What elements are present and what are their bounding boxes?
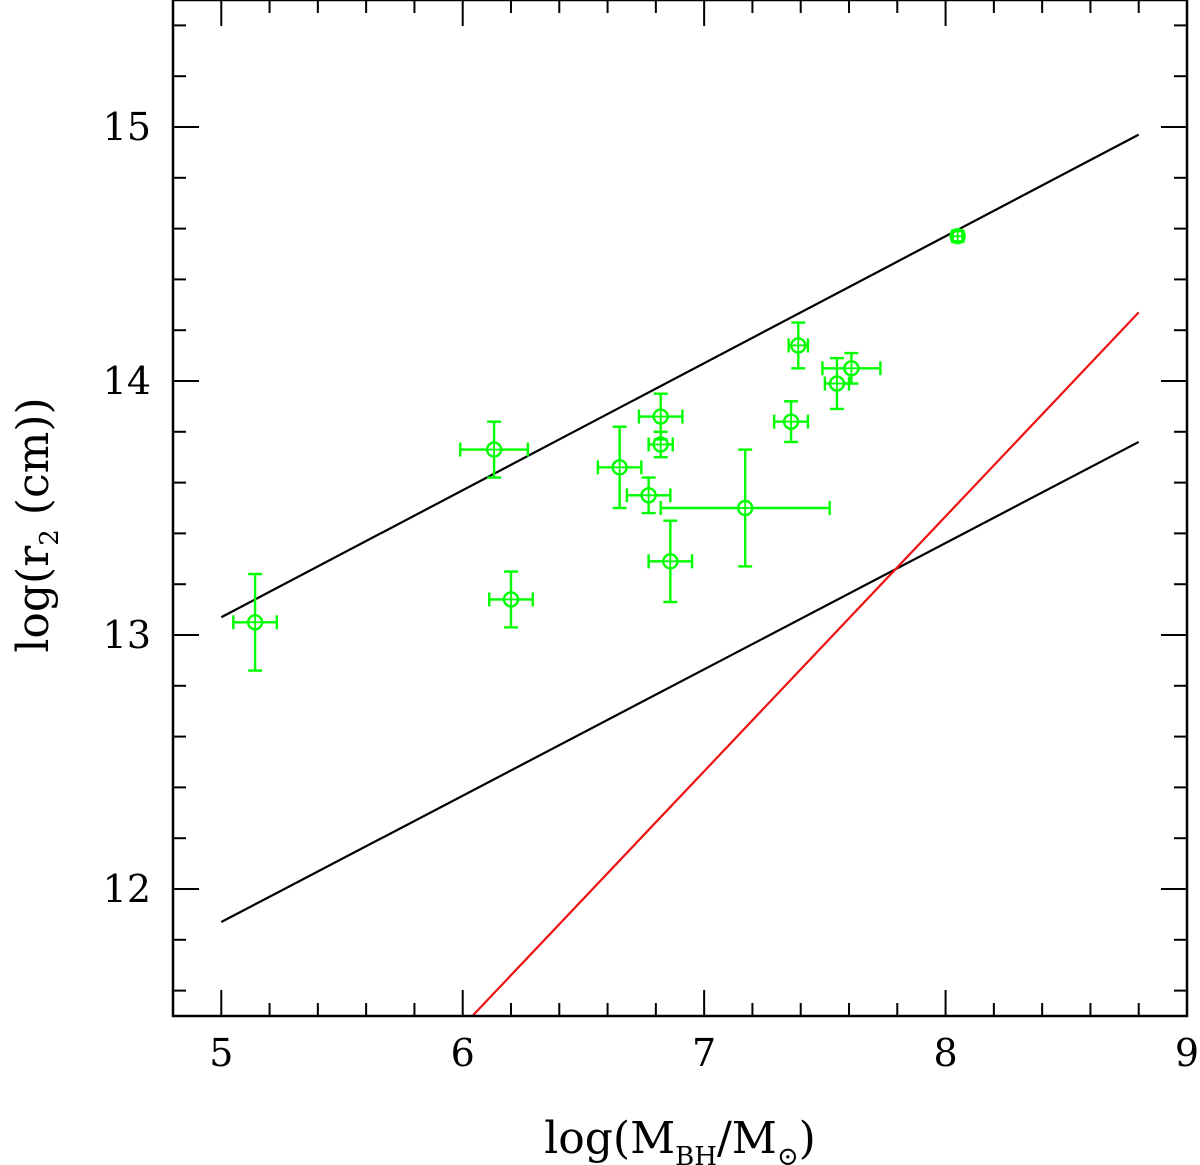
y-axis-label: log(r2 (cm)) bbox=[8, 397, 65, 652]
data-point bbox=[949, 228, 966, 245]
x-tick-label: 9 bbox=[1175, 1031, 1199, 1075]
series-lines bbox=[220, 133, 1140, 1017]
data-point bbox=[821, 351, 882, 385]
y-tick-label: 13 bbox=[103, 613, 151, 657]
data-point bbox=[459, 420, 530, 479]
data-point bbox=[232, 572, 279, 672]
x-axis-label: log(MBH/M⊙) bbox=[544, 1113, 816, 1165]
data-point bbox=[772, 400, 810, 444]
x-tick-label: 6 bbox=[451, 1031, 475, 1075]
lower-black-line bbox=[220, 440, 1140, 923]
y-tick-label: 14 bbox=[103, 359, 151, 403]
data-point bbox=[647, 430, 674, 459]
data-points bbox=[232, 228, 966, 672]
x-tick-label: 8 bbox=[933, 1031, 957, 1075]
y-tick-label: 15 bbox=[103, 105, 151, 149]
x-tick-label: 7 bbox=[692, 1031, 716, 1075]
data-point bbox=[625, 476, 672, 515]
upper-black-line bbox=[220, 133, 1140, 619]
data-point bbox=[596, 425, 643, 510]
data-point bbox=[659, 448, 831, 568]
plot-frame bbox=[171, 0, 1189, 1018]
x-tick-label: 5 bbox=[209, 1031, 233, 1075]
red-line bbox=[471, 311, 1140, 1017]
tick-labels: 5 6 7 8 9 12 13 14 15 bbox=[103, 105, 1199, 1075]
y-tick-label: 12 bbox=[103, 867, 151, 911]
data-point bbox=[647, 519, 694, 604]
data-point bbox=[787, 321, 810, 370]
data-point bbox=[488, 570, 534, 629]
